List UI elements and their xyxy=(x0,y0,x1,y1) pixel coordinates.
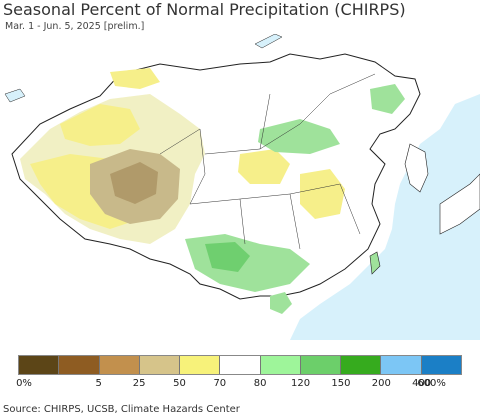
color-legend xyxy=(18,355,462,375)
legend-swatch xyxy=(381,356,422,374)
legend-tick-label: 25 xyxy=(132,378,146,389)
legend-tick-label: 5 xyxy=(95,378,102,389)
north-yellow xyxy=(110,68,160,89)
wet-northeast-green xyxy=(370,84,405,114)
east-yellow-1 xyxy=(238,149,290,184)
legend-tick-label: 200 xyxy=(371,378,391,389)
legend-swatch xyxy=(139,356,181,374)
legend-tick-label: 150 xyxy=(331,378,351,389)
taiwan xyxy=(369,251,381,275)
legend-tick-label: 600% xyxy=(417,378,446,389)
wet-hainan-green xyxy=(270,292,292,314)
japan-islands xyxy=(439,173,480,235)
legend-tick-label: 120 xyxy=(290,378,311,389)
legend-tick-labels: 0% 5 25 50 70 80 120 150 200 400 600% xyxy=(0,378,480,392)
legend-tick-label: 70 xyxy=(213,378,227,389)
legend-swatch xyxy=(180,356,221,374)
legend-swatch xyxy=(220,356,261,374)
legend-swatch xyxy=(260,356,301,374)
map-subtitle: Mar. 1 - Jun. 5, 2025 [prelim.] xyxy=(5,21,145,32)
precipitation-map xyxy=(0,34,480,340)
legend-swatch xyxy=(59,356,100,374)
dry-yellow-north xyxy=(60,104,140,146)
lake-northwest xyxy=(4,88,26,103)
legend-swatch xyxy=(99,356,140,374)
wet-north-green xyxy=(258,119,340,154)
lake-baikal xyxy=(254,34,283,49)
legend-tick-label: 0% xyxy=(16,378,32,389)
legend-tick-label: 80 xyxy=(253,378,267,389)
below-normal-brown xyxy=(110,162,158,204)
legend-swatch xyxy=(19,356,60,374)
wet-south-mid-green xyxy=(205,242,250,272)
legend-tick-label: 50 xyxy=(173,378,186,389)
source-credit: Source: CHIRPS, UCSB, Climate Hazards Ce… xyxy=(3,404,240,415)
east-yellow-2 xyxy=(300,169,345,219)
legend-swatch xyxy=(421,356,461,374)
legend-tick-label: 400 xyxy=(412,378,432,389)
legend-swatch xyxy=(300,356,342,374)
map-title: Seasonal Percent of Normal Precipitation… xyxy=(3,0,406,19)
province-borders xyxy=(159,73,376,250)
korea-peninsula xyxy=(404,143,429,193)
legend-swatch xyxy=(341,356,382,374)
